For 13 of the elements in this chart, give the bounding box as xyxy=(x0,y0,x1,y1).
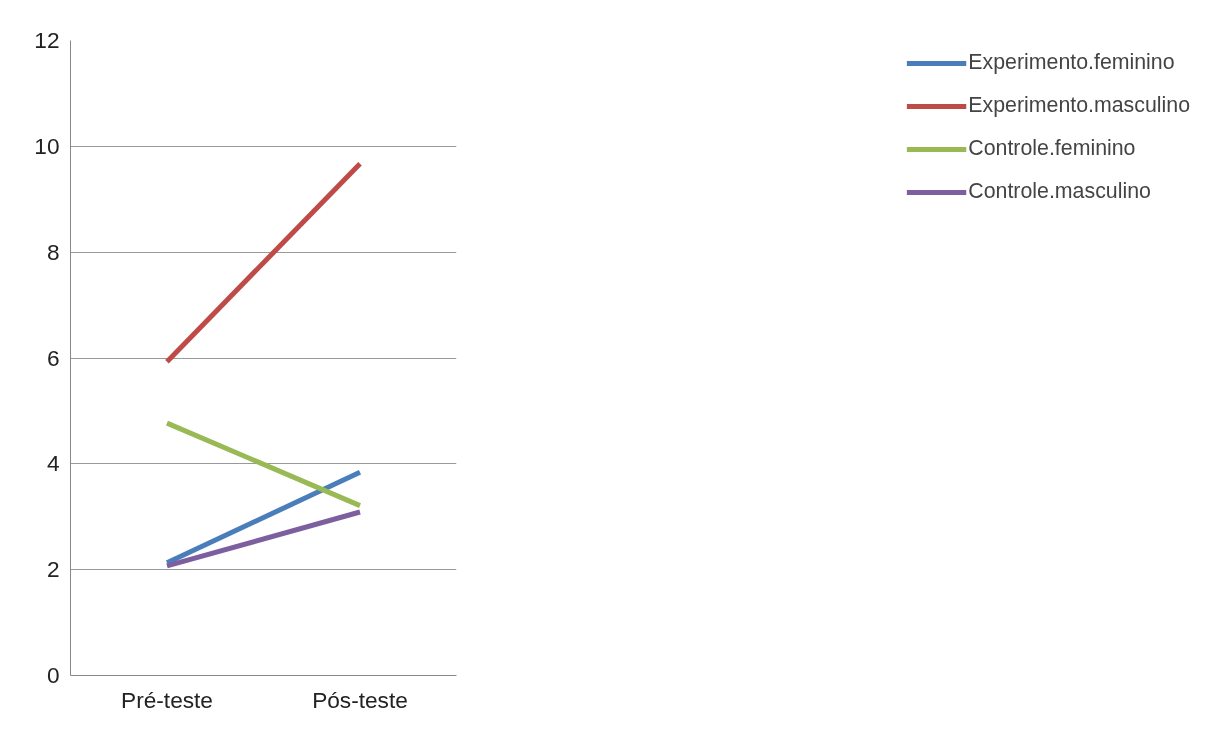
y-tick-label: 10 xyxy=(34,132,60,159)
legend-label: Controle.masculino xyxy=(968,179,1151,204)
y-tick-label: 6 xyxy=(46,344,60,371)
legend-label: Experimento.feminino xyxy=(968,50,1175,75)
y-tick-label: 8 xyxy=(46,238,60,265)
x-tick-label: Pós-teste xyxy=(312,686,408,713)
legend-label: Experimento.masculino xyxy=(968,93,1190,118)
y-tick-label: 12 xyxy=(34,27,60,53)
x-tick-label: Pré-teste xyxy=(121,686,213,713)
y-tick-label: 2 xyxy=(46,556,60,583)
y-tick-label: 0 xyxy=(46,662,60,688)
legend-label: Controle.feminino xyxy=(968,136,1136,161)
y-tick-label: 4 xyxy=(46,450,60,477)
